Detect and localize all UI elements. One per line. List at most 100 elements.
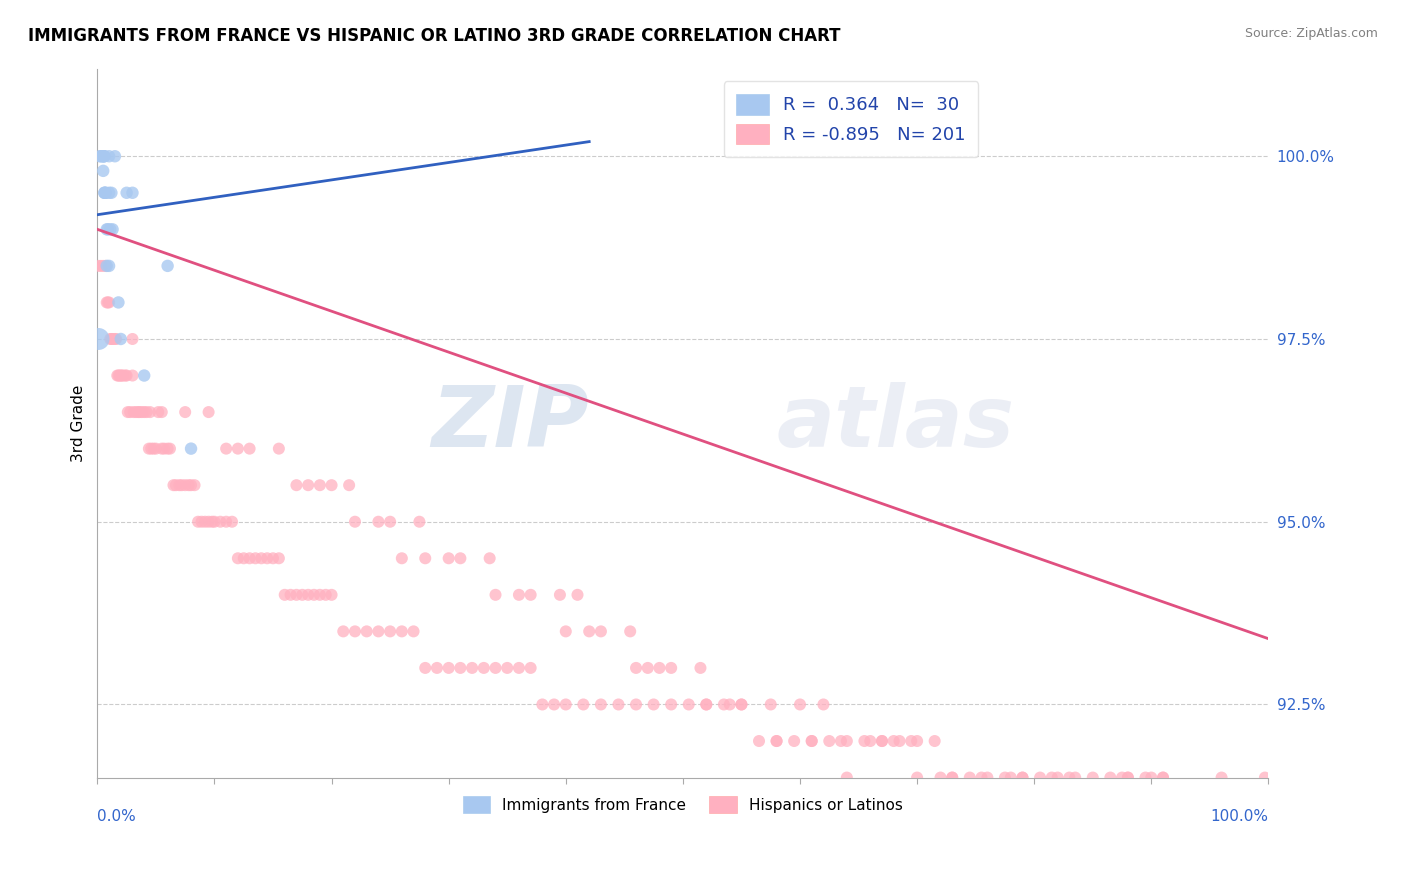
Point [94,259,117,273]
Point [239,442,262,456]
Point [280,588,302,602]
Point [713,698,735,712]
Point [929,771,952,785]
Point [1236,807,1258,822]
Point [1040,771,1063,785]
Point [98,149,121,163]
Point [426,661,449,675]
Point [105,368,128,383]
Point [994,771,1017,785]
Point [97,222,120,236]
Point [142,442,165,456]
Point [285,588,308,602]
Point [449,551,471,566]
Point [308,478,330,492]
Point [96,222,118,236]
Point [93,186,115,200]
Point [104,149,127,163]
Y-axis label: 3rd Grade: 3rd Grade [72,384,86,462]
Point [1135,771,1157,785]
Point [367,624,389,639]
Point [378,515,401,529]
Point [94,186,117,200]
Point [285,478,308,492]
Point [215,515,238,529]
Text: atlas: atlas [776,382,1015,465]
Point [174,405,197,419]
Point [484,661,506,675]
Point [343,624,366,639]
Point [91,259,114,273]
Point [1187,807,1209,822]
Point [302,588,325,602]
Point [413,661,436,675]
Point [117,405,139,419]
Point [93,186,115,200]
Point [94,186,117,200]
Point [190,515,212,529]
Text: 100.0%: 100.0% [1211,809,1268,824]
Point [321,478,343,492]
Point [145,442,167,456]
Point [695,698,717,712]
Point [1140,771,1163,785]
Point [548,588,571,602]
Point [121,368,143,383]
Point [959,771,981,785]
Point [1116,771,1139,785]
Point [554,698,576,712]
Point [941,771,963,785]
Point [111,368,134,383]
Point [1046,807,1069,822]
Point [91,149,114,163]
Point [818,734,841,748]
Point [337,478,360,492]
Point [98,295,121,310]
Point [589,698,612,712]
Point [96,259,118,273]
Point [519,588,541,602]
Point [905,771,928,785]
Point [1152,771,1174,785]
Point [138,442,160,456]
Point [695,698,717,712]
Point [496,661,519,675]
Point [402,624,425,639]
Point [1205,807,1227,822]
Point [941,771,963,785]
Point [437,661,460,675]
Point [250,551,273,566]
Point [1211,771,1233,785]
Point [1187,807,1209,822]
Point [924,734,946,748]
Point [262,551,284,566]
Point [91,149,114,163]
Point [813,698,835,712]
Point [162,478,184,492]
Point [900,734,922,748]
Point [1227,807,1250,822]
Point [870,734,893,748]
Point [308,588,330,602]
Point [127,405,149,419]
Point [976,807,998,822]
Point [107,295,129,310]
Point [748,734,770,748]
Point [567,588,589,602]
Point [110,332,132,346]
Point [180,442,202,456]
Point [905,734,928,748]
Point [413,551,436,566]
Point [367,515,389,529]
Point [134,405,156,419]
Point [121,186,143,200]
Point [637,661,659,675]
Point [100,332,122,346]
Point [150,442,173,456]
Point [835,734,858,748]
Point [624,661,647,675]
Point [508,588,530,602]
Point [87,332,110,346]
Point [1081,807,1104,822]
Point [165,478,187,492]
